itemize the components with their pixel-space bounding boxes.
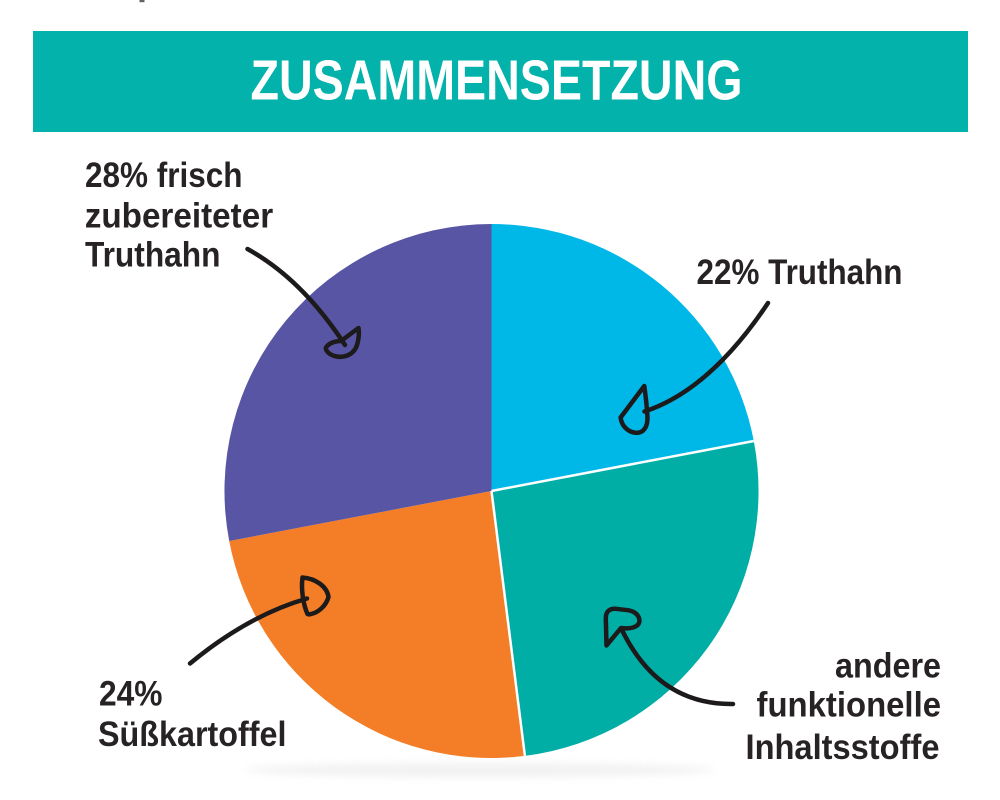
svg-text:ZUSAMMENSETZUNG: ZUSAMMENSETZUNG	[251, 50, 743, 113]
svg-text:zubereiteter: zubereiteter	[85, 196, 274, 235]
svg-text:Inhaltsstoffe: Inhaltsstoffe	[746, 728, 940, 767]
svg-text:andere: andere	[835, 647, 941, 686]
svg-text:Süßkartoffel: Süßkartoffel	[98, 715, 287, 754]
svg-text:28% frisch: 28% frisch	[85, 156, 243, 195]
svg-text:funktionelle: funktionelle	[757, 686, 942, 725]
svg-text:22% Truthahn: 22% Truthahn	[697, 253, 903, 292]
svg-text:Truthahn: Truthahn	[85, 236, 221, 275]
svg-text:24%: 24%	[99, 675, 163, 714]
